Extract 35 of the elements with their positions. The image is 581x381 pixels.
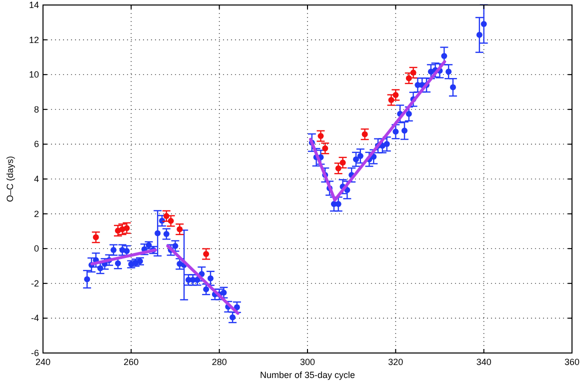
y-tick-label: 2 <box>34 208 39 219</box>
point <box>340 160 346 166</box>
point <box>163 213 170 220</box>
y-tick-label: -6 <box>30 348 39 358</box>
point <box>406 75 412 82</box>
y-tick-label: 8 <box>34 104 39 114</box>
y-tick-label: 6 <box>34 139 39 150</box>
point <box>410 70 416 76</box>
x-tick-label: 240 <box>35 357 51 367</box>
point <box>392 92 399 98</box>
point <box>322 145 328 152</box>
point <box>203 250 210 257</box>
x-tick-label: 340 <box>476 357 492 367</box>
x-axis-title: Number of 35-day cycle <box>260 370 356 380</box>
point <box>335 165 342 172</box>
point <box>362 131 368 138</box>
y-tick-label: 12 <box>28 34 39 45</box>
y-tick-label: 14 <box>28 0 39 10</box>
y-tick-label: 4 <box>34 174 39 184</box>
point <box>388 97 394 104</box>
x-tick-label: 360 <box>564 357 580 367</box>
y-axis-title: O–C (days) <box>5 156 15 202</box>
x-tick-label: 300 <box>300 357 316 367</box>
x-tick-label: 320 <box>388 357 404 367</box>
point <box>176 226 183 232</box>
point <box>318 133 324 140</box>
y-tick-label: -2 <box>30 278 39 288</box>
point <box>124 225 130 232</box>
x-tick-label: 260 <box>124 357 139 367</box>
x-tick-label: 280 <box>212 357 227 367</box>
y-tick-label: 10 <box>28 70 39 80</box>
point <box>92 234 99 240</box>
point <box>168 218 174 224</box>
y-tick-label: -4 <box>30 313 39 324</box>
y-tick-label: 0 <box>34 244 39 254</box>
